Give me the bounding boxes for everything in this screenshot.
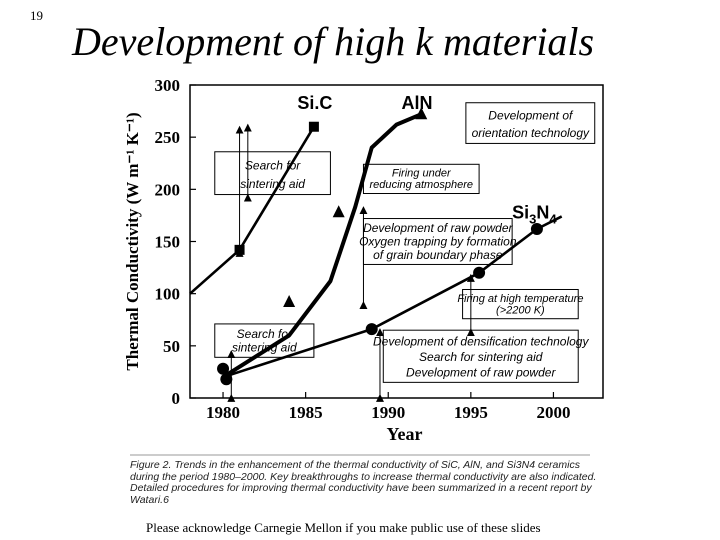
- annotation-box: [214, 151, 331, 196]
- annotation-text: orientation technology: [472, 126, 590, 140]
- annotation-text: Development of raw powder: [406, 365, 556, 379]
- data-point-circle: [220, 373, 233, 386]
- x-tick-label: 1980: [206, 403, 240, 422]
- x-tick-label: 2000: [536, 403, 570, 422]
- y-tick-label: 50: [163, 337, 180, 356]
- x-tick-label: 1995: [454, 403, 488, 422]
- annotation-text: Firing at high temperature: [457, 293, 583, 305]
- data-point-circle: [365, 323, 378, 336]
- annotation-box: [362, 163, 480, 195]
- data-point-square: [234, 244, 245, 255]
- series-label: AlN: [401, 93, 432, 113]
- annotation-text: Oxygen trapping by formation: [359, 234, 517, 248]
- series-label: Si3N4: [512, 203, 557, 227]
- data-point-circle: [473, 266, 486, 279]
- annotation-text: Firing under: [392, 168, 452, 180]
- annotation-box: [362, 218, 513, 265]
- annotation-text: reducing atmosphere: [370, 179, 474, 191]
- annotation-box: [465, 102, 596, 144]
- slide-title: Development of high k materials: [72, 19, 595, 64]
- data-point-triangle: [283, 295, 296, 308]
- annotation-box: [462, 288, 579, 320]
- data-point-square: [308, 121, 319, 132]
- slide-number: 19: [30, 8, 43, 23]
- y-tick-label: 100: [155, 285, 181, 304]
- footer-note: Please acknowledge Carnegie Mellon if yo…: [146, 520, 541, 535]
- annotation-box: [382, 329, 579, 383]
- data-point-triangle: [332, 205, 345, 218]
- annotation-text: Development of: [488, 109, 574, 123]
- annotation-text: Search for: [237, 327, 293, 341]
- data-point-triangle: [415, 107, 428, 120]
- y-axis-label: Thermal Conductivity (W m⁻¹ K⁻¹): [123, 112, 142, 370]
- y-tick-label: 200: [155, 180, 181, 199]
- series-line-triangle: [225, 112, 423, 377]
- annotation-text: of grain boundary phase: [373, 248, 503, 262]
- annotation-text: Search for sintering aid: [419, 350, 543, 364]
- annotation-text: Development of densification technology: [373, 334, 589, 348]
- annotation-text: Development of raw powder: [363, 221, 513, 235]
- x-tick-label: 1985: [289, 403, 323, 422]
- figure-caption: Figure 2. Trends in the enhancement of t…: [130, 459, 597, 506]
- y-tick-label: 300: [155, 76, 181, 95]
- data-point-circle: [530, 222, 543, 235]
- y-tick-label: 0: [172, 389, 181, 408]
- y-tick-label: 250: [155, 128, 181, 147]
- annotation-text: (>2200 K): [496, 304, 545, 316]
- annotation-text: sintering aid: [232, 341, 297, 355]
- series-label: Si.C: [297, 93, 332, 113]
- data-point-circle: [217, 362, 230, 375]
- x-tick-label: 1990: [371, 403, 405, 422]
- annotation-text: sintering aid: [240, 177, 305, 191]
- y-tick-label: 150: [155, 233, 181, 252]
- x-axis-label: Year: [387, 424, 423, 444]
